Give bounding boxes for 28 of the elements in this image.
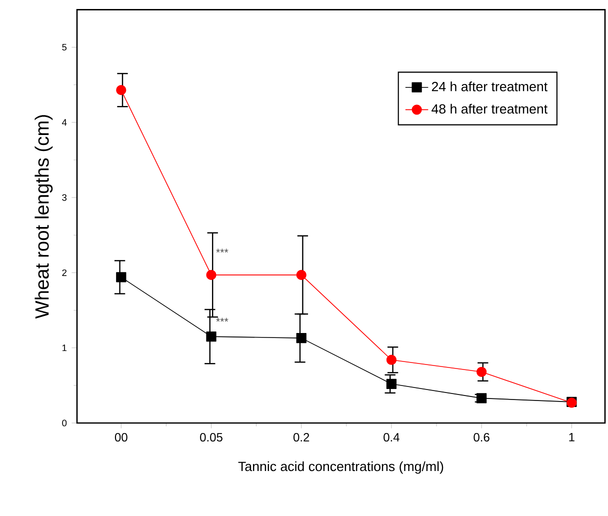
point bbox=[386, 378, 397, 389]
x-tick-label: 0.2 bbox=[293, 433, 310, 442]
legend-label: 24 h after treatment bbox=[432, 82, 548, 92]
legend-label: 48 h after treatment bbox=[432, 104, 548, 114]
y-tick-label: 4 bbox=[62, 119, 67, 126]
y-tick-label: 0 bbox=[62, 420, 67, 426]
annotation: *** bbox=[216, 248, 228, 252]
x-tick-label: 0.05 bbox=[200, 433, 222, 442]
x-tick-label: 0.4 bbox=[384, 433, 400, 442]
x-tick-label: 0.6 bbox=[474, 433, 490, 442]
x-tick-label: 00 bbox=[114, 433, 128, 442]
point bbox=[116, 272, 126, 282]
point bbox=[386, 354, 397, 365]
point bbox=[476, 366, 487, 377]
point bbox=[206, 270, 216, 280]
y-axis-title: Wheat root lengths (cm) bbox=[34, 115, 53, 319]
point bbox=[476, 393, 487, 404]
x-axis-title: Tannic acid concentrations (mg/ml) bbox=[238, 461, 444, 474]
y-tick-label: 2 bbox=[62, 269, 66, 276]
point bbox=[296, 270, 306, 280]
point bbox=[206, 331, 216, 342]
x-tick-label: 1 bbox=[569, 433, 574, 442]
annotation: *** bbox=[216, 318, 228, 322]
y-tick-label: 5 bbox=[62, 44, 67, 50]
point bbox=[296, 333, 306, 344]
point bbox=[116, 85, 126, 96]
y-tick-label: 1 bbox=[62, 344, 66, 352]
y-tick-label: 3 bbox=[62, 194, 67, 201]
